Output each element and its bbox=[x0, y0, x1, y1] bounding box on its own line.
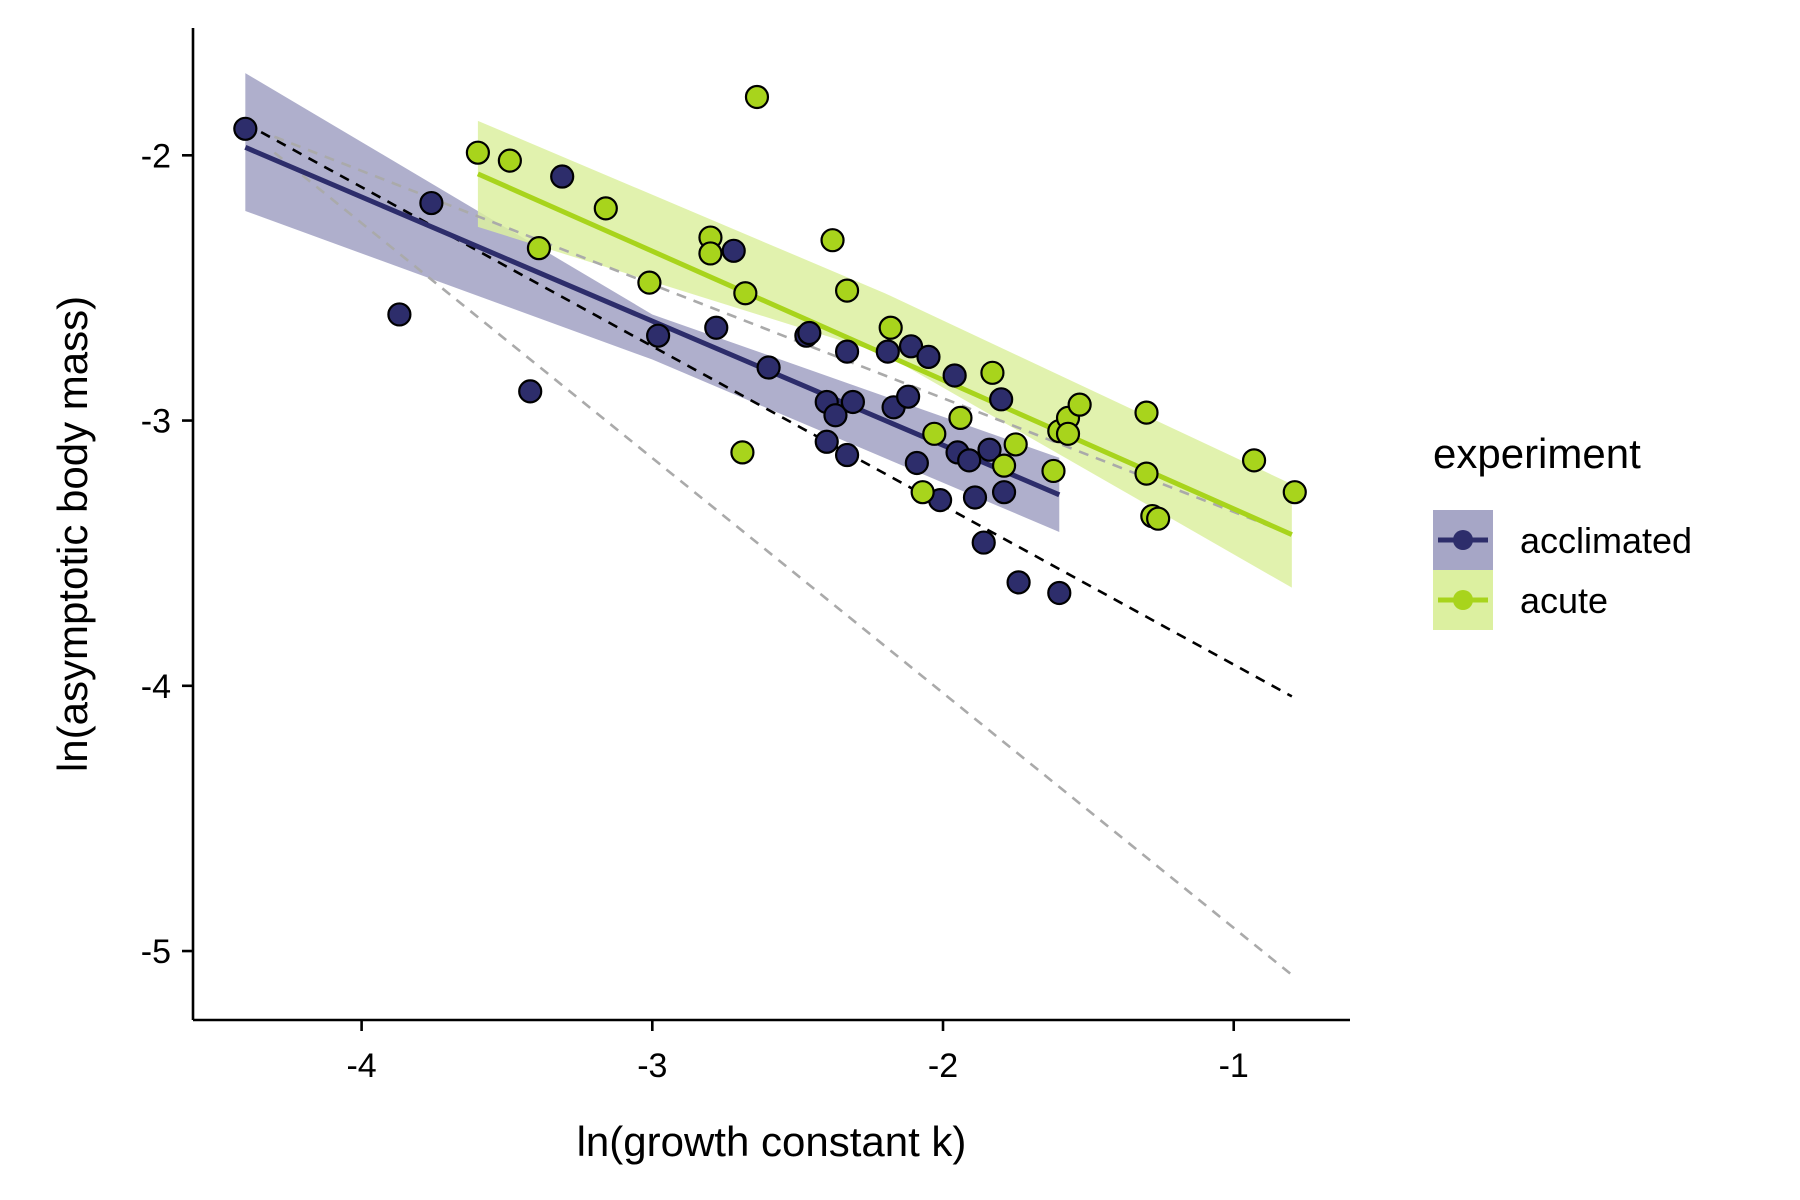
data-point-acclimated bbox=[518, 379, 543, 404]
data-point-acute bbox=[922, 421, 947, 446]
data-point-acute bbox=[1146, 506, 1171, 531]
data-point-acclimated bbox=[962, 485, 988, 510]
data-point-acute bbox=[1241, 448, 1267, 473]
data-point-acclimated bbox=[814, 429, 839, 454]
data-point-acute bbox=[698, 241, 723, 266]
data-point-acclimated bbox=[419, 190, 444, 216]
data-point-acclimated bbox=[942, 363, 967, 388]
x-axis-title: ln(growth constant k) bbox=[577, 1118, 967, 1165]
data-point-acute bbox=[637, 270, 662, 295]
legend: experiment acclimated acute bbox=[1433, 430, 1692, 630]
data-point-acute bbox=[744, 84, 770, 110]
data-points bbox=[233, 84, 1307, 606]
data-point-acclimated bbox=[916, 344, 941, 369]
data-point-acute bbox=[1041, 458, 1066, 484]
data-point-acute bbox=[1134, 400, 1159, 425]
data-point-acclimated bbox=[957, 448, 982, 473]
reference-line-2 bbox=[273, 151, 1293, 976]
data-point-acclimated bbox=[971, 530, 996, 555]
legend-dot-acclimated bbox=[1453, 530, 1473, 550]
data-point-acclimated bbox=[896, 384, 921, 409]
y-tick-label: -4 bbox=[141, 668, 171, 706]
data-point-acclimated bbox=[977, 437, 1002, 462]
data-point-acute bbox=[1067, 392, 1092, 417]
data-point-acclimated bbox=[834, 442, 860, 468]
data-point-acute bbox=[1003, 432, 1028, 457]
data-point-acute bbox=[730, 440, 755, 465]
data-point-acclimated bbox=[646, 323, 671, 348]
legend-title: experiment bbox=[1433, 430, 1641, 477]
data-point-acclimated bbox=[991, 480, 1017, 505]
data-point-acclimated bbox=[1006, 570, 1031, 595]
data-point-acclimated bbox=[875, 339, 900, 364]
y-tick-label: -5 bbox=[141, 933, 171, 971]
y-tick-label: -2 bbox=[141, 137, 171, 175]
data-point-acute bbox=[834, 278, 860, 303]
x-tick-label: -4 bbox=[346, 1047, 376, 1085]
data-point-acclimated bbox=[823, 403, 848, 428]
data-point-acclimated bbox=[1047, 580, 1072, 606]
legend-dot-acute bbox=[1453, 590, 1473, 610]
data-point-acclimated bbox=[387, 302, 412, 327]
data-point-acclimated bbox=[989, 387, 1014, 412]
data-point-acclimated bbox=[704, 315, 729, 340]
data-point-acclimated bbox=[840, 389, 865, 415]
data-point-acute bbox=[497, 148, 522, 173]
data-point-acute bbox=[910, 480, 935, 505]
data-point-acclimated bbox=[898, 334, 924, 359]
y-axis-title: ln(asymptotic body mass) bbox=[49, 296, 96, 772]
data-point-acute bbox=[991, 453, 1017, 478]
axes: -4 -3 -2 -1 -2 -3 -4 -5 bbox=[141, 28, 1350, 1085]
data-point-acute bbox=[1282, 480, 1307, 505]
x-tick-label: -1 bbox=[1219, 1047, 1249, 1085]
x-tick-label: -2 bbox=[928, 1047, 958, 1085]
data-point-acute bbox=[948, 405, 973, 431]
data-point-acclimated bbox=[834, 339, 860, 364]
y-tick-label: -3 bbox=[141, 403, 171, 441]
reference-lines bbox=[244, 122, 1293, 976]
data-point-acute bbox=[733, 281, 758, 306]
data-point-acute bbox=[465, 140, 490, 165]
x-tick-label: -3 bbox=[637, 1047, 667, 1085]
data-point-acute bbox=[1055, 421, 1081, 446]
data-point-acclimated bbox=[233, 116, 258, 141]
data-point-acute bbox=[980, 360, 1005, 385]
ribbon-acclimated bbox=[245, 73, 1060, 532]
data-point-acute bbox=[526, 236, 552, 261]
data-point-acclimated bbox=[550, 164, 575, 189]
reference-line-3 bbox=[273, 135, 1293, 536]
reference-line-1 bbox=[244, 122, 1293, 698]
legend-label-acute: acute bbox=[1520, 580, 1608, 621]
data-point-acute bbox=[1134, 461, 1159, 486]
data-point-acclimated bbox=[721, 238, 746, 263]
data-point-acute bbox=[593, 196, 618, 221]
data-point-acute bbox=[878, 315, 903, 340]
legend-label-acclimated: acclimated bbox=[1520, 520, 1692, 561]
data-point-acclimated bbox=[904, 450, 929, 476]
data-point-acclimated bbox=[756, 355, 781, 380]
data-point-acute bbox=[820, 228, 845, 253]
data-point-acclimated bbox=[797, 320, 822, 346]
